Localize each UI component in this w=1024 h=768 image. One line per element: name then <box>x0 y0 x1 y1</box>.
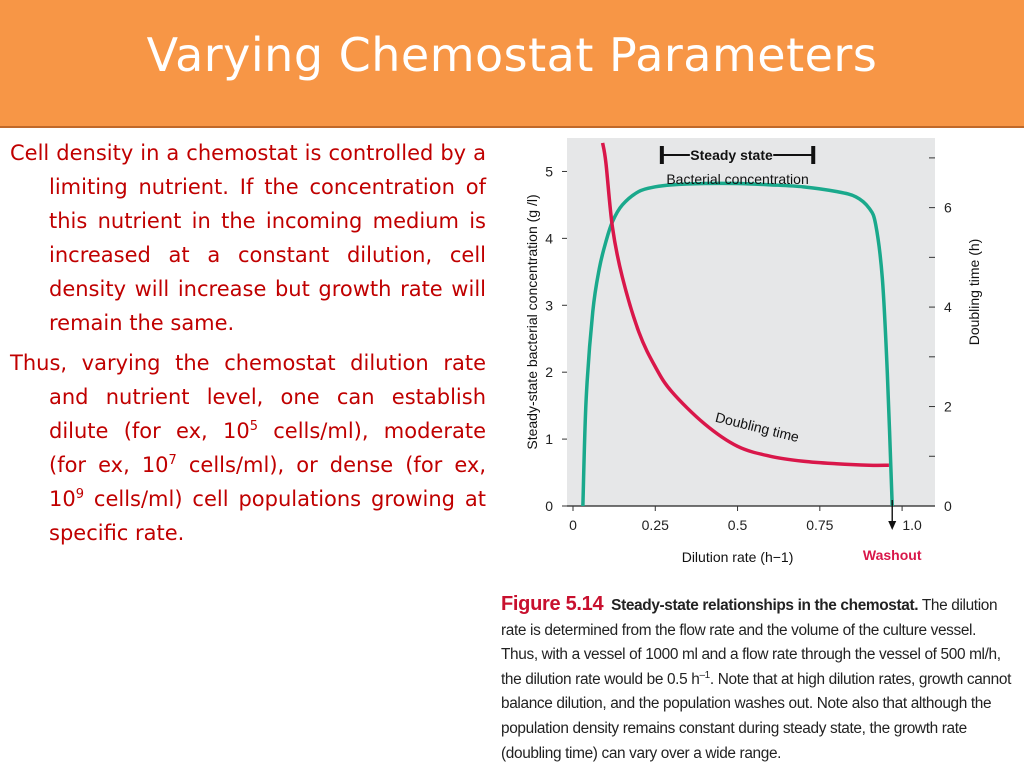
washout-arrow-head <box>888 521 897 530</box>
p2-outro: cells/ml) cell populations growing at sp… <box>49 487 486 545</box>
x-tick-label: 0.75 <box>806 517 833 533</box>
y-tick-label: 5 <box>545 163 553 179</box>
p2-mid2: cells/ml), or dense (for ex, 10 <box>49 453 487 511</box>
caption-superscript: –1 <box>699 669 710 681</box>
caption-text-b: . Note that at high dilution rates, grow… <box>501 670 1011 762</box>
steady-state-label: Steady state <box>690 147 773 163</box>
title-bar: Varying Chemostat Parameters <box>0 0 1024 128</box>
y-tick-label: 0 <box>545 498 553 514</box>
paragraph-varying-parameters: Thus, varying the chemostat dilution rat… <box>10 346 486 550</box>
y2-tick-label: 6 <box>944 200 952 216</box>
p2-mid1: cells/ml), moderate (for ex, 10 <box>49 419 487 477</box>
x-tick-label: 0.5 <box>728 517 748 533</box>
y-tick-label: 2 <box>545 364 553 380</box>
p2-exp3: 9 <box>75 487 85 502</box>
series-bacterial-concentration-line <box>581 181 894 507</box>
bacterial-concentration-label: Bacterial concentration <box>666 171 808 187</box>
y-axis-title: Steady-state bacterial concentration (g … <box>524 194 540 449</box>
y-tick-label: 1 <box>545 431 553 447</box>
series-doubling-time-line <box>600 142 889 468</box>
y2-tick-label: 2 <box>944 399 952 415</box>
y-tick-label: 4 <box>545 230 553 246</box>
y2-tick-label: 4 <box>944 299 952 315</box>
figure-number: Figure 5.14 <box>501 593 604 615</box>
y2-tick-label: 0 <box>944 498 952 514</box>
p2-intro: Thus, varying the chemostat dilution rat… <box>10 351 486 443</box>
y-tick-label: 3 <box>545 297 553 313</box>
y2-axis-title: Doubling time (h) <box>966 239 982 346</box>
figure-title: Steady-state relationships in the chemos… <box>611 597 919 614</box>
x-tick-label: 0 <box>569 517 577 533</box>
caption-text-a: The dilution rate is determined from the… <box>501 597 1001 688</box>
x-tick-label: 0.25 <box>642 517 669 533</box>
x-axis-title: Dilution rate (h−1) <box>682 549 794 565</box>
p2-exp2: 7 <box>168 453 177 468</box>
chemostat-chart: 0 1 2 3 4 5 0 2 4 6 0 0.25 0.5 0.75 1.0 Steady state Bac… <box>524 138 982 565</box>
x-tick-label: 1.0 <box>902 517 922 533</box>
washout-label: Washout <box>863 547 922 563</box>
p2-exp1: 5 <box>249 419 258 434</box>
body-text: Cell density in a chemostat is controlle… <box>10 136 486 556</box>
paragraph-cell-density: Cell density in a chemostat is controlle… <box>10 141 486 335</box>
figure-caption: Figure 5.14 Steady-state relationships i… <box>501 592 1016 766</box>
slide-title: Varying Chemostat Parameters <box>146 28 878 82</box>
